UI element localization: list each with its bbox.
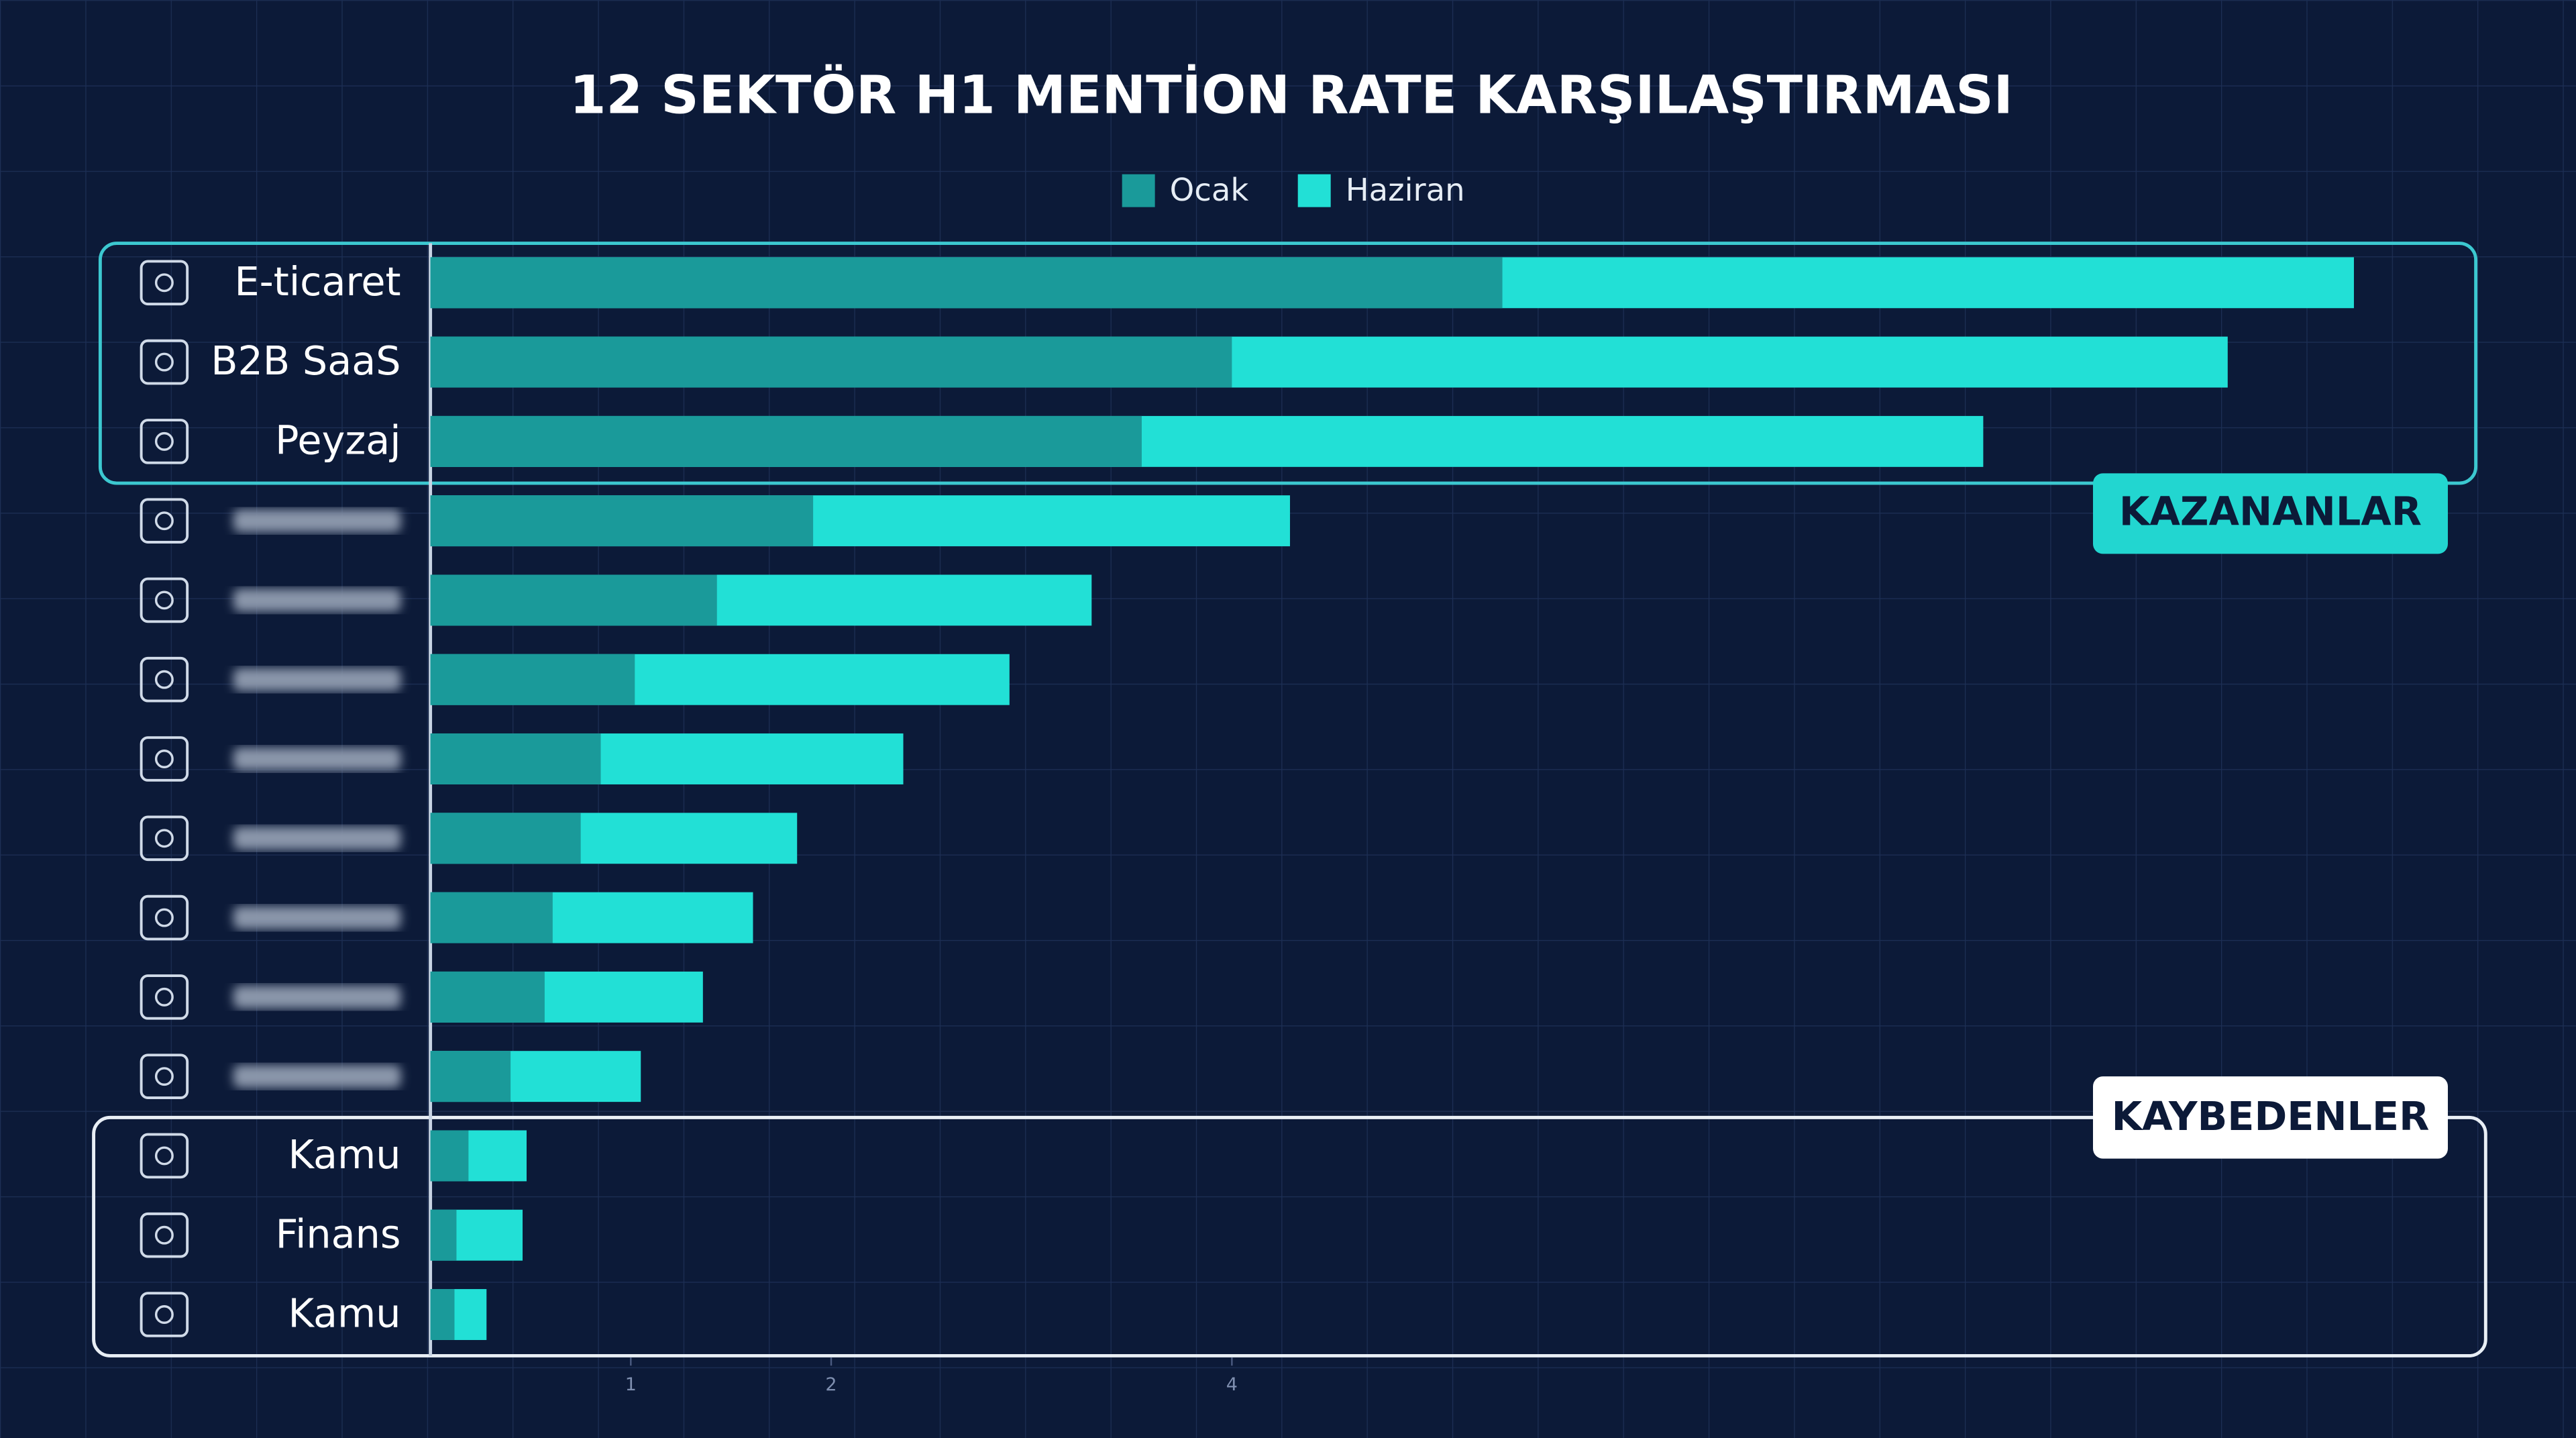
bar: [430, 892, 553, 943]
icon: [140, 815, 189, 862]
x-tick-label: 2: [825, 1374, 837, 1395]
icon-detail: [154, 273, 174, 293]
icon: [140, 419, 189, 464]
category-label: B2B SaaS: [211, 338, 400, 384]
icon-detail: [154, 1225, 174, 1245]
icon: [140, 498, 189, 544]
annotation: KAZANANLAR: [2119, 489, 2422, 535]
category-label: Finans: [276, 1211, 401, 1257]
icon: [140, 1054, 189, 1099]
bar: [430, 733, 601, 784]
bar: [430, 336, 1232, 388]
icon-detail: [154, 750, 174, 768]
category-label: E-ticaret: [234, 258, 400, 305]
blurred-label: [233, 827, 401, 850]
icon-detail: [154, 829, 174, 848]
icon: [140, 260, 189, 306]
losers-box: [92, 1115, 2487, 1357]
icon-detail: [154, 670, 174, 689]
blurred-label: [233, 668, 401, 691]
bar: [430, 1130, 469, 1182]
category-label: Kamu: [288, 1131, 401, 1178]
bar: [430, 574, 717, 626]
legend-label: Haziran: [1346, 172, 1465, 208]
blurred-label: [233, 985, 401, 1009]
category-label: Kamu: [288, 1290, 401, 1337]
chart-title: 12 SEKTÖR H1 MENTİON RATE KARŞILAŞTIRMAS…: [570, 64, 2013, 125]
blurred-label: [233, 588, 401, 612]
icon-detail: [154, 352, 174, 372]
legend-swatch: [1297, 174, 1331, 207]
icon-detail: [154, 511, 174, 531]
bar: [430, 813, 581, 864]
icon: [140, 894, 189, 941]
bar: [430, 1289, 455, 1340]
icon-detail: [154, 1067, 174, 1086]
bar: [430, 495, 814, 547]
bar: [430, 415, 1142, 467]
badge: [2093, 1076, 2448, 1159]
icon-detail: [154, 1146, 174, 1166]
icon: [140, 1212, 189, 1258]
icon: [140, 1133, 189, 1179]
bars: [430, 257, 2354, 1340]
icon: [140, 1292, 189, 1337]
bar: [430, 1209, 457, 1261]
winners-box: [98, 242, 2478, 485]
legend-swatch: [1122, 174, 1155, 207]
icon: [140, 974, 189, 1020]
blurred-label: [233, 747, 401, 771]
bar: [430, 971, 545, 1023]
x-tick-label: 4: [1226, 1374, 1238, 1395]
icon-detail: [154, 908, 174, 927]
icon: [140, 736, 189, 782]
category-label: Peyzaj: [275, 417, 400, 463]
bar: [430, 654, 635, 705]
icon-detail: [154, 987, 174, 1007]
annotation: KAYBEDENLER: [2112, 1093, 2430, 1139]
badge: [2093, 473, 2448, 554]
blurred-label: [233, 906, 401, 929]
x-tick-label: 1: [625, 1374, 637, 1395]
blurred-label: [233, 509, 401, 533]
icon-detail: [154, 1305, 174, 1324]
blurred-label: [233, 1065, 401, 1088]
icon: [140, 339, 189, 385]
icon: [140, 577, 189, 623]
icon: [140, 656, 189, 703]
legend-label: Ocak: [1170, 172, 1249, 208]
icon-detail: [154, 431, 174, 451]
icon-detail: [154, 590, 174, 610]
bar: [430, 257, 1503, 309]
bar: [430, 1051, 511, 1102]
